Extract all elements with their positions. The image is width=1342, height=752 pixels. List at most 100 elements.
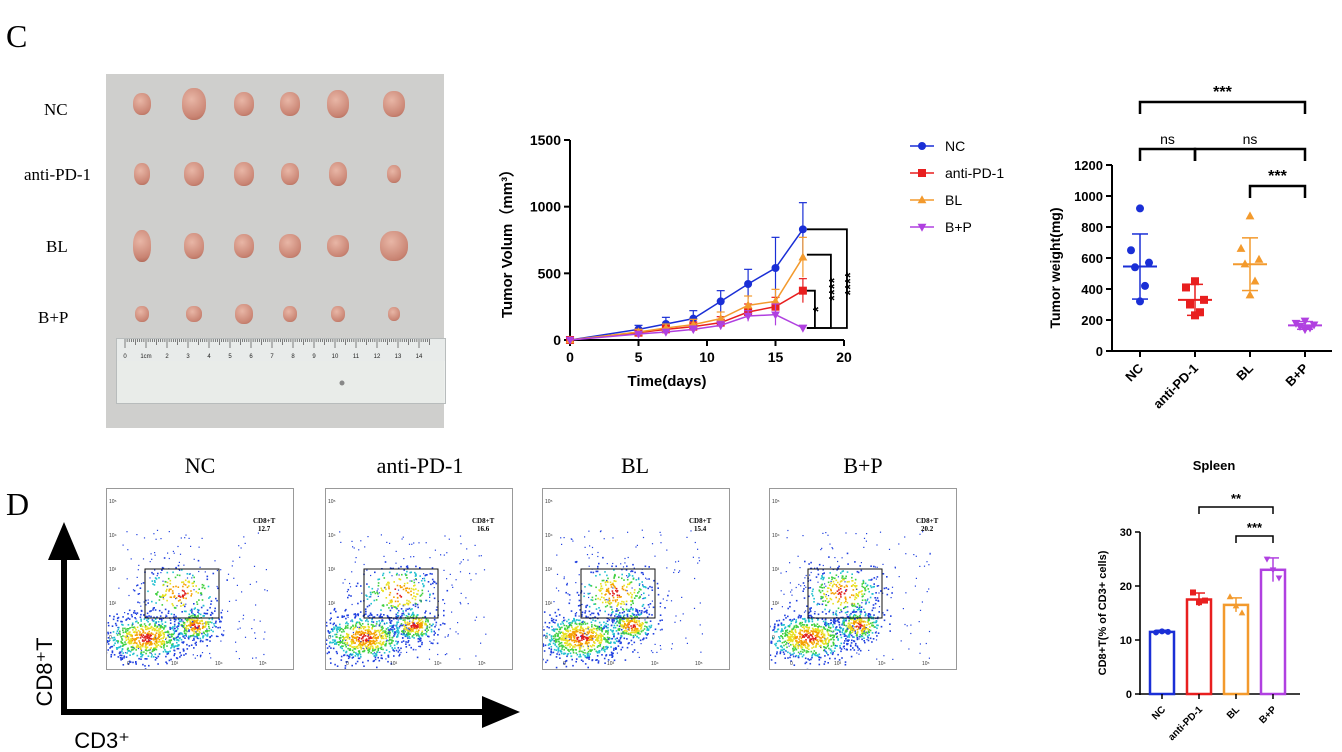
flow-event <box>605 631 607 633</box>
flow-event <box>572 664 574 667</box>
flow-event <box>607 640 609 643</box>
flow-event <box>564 627 566 630</box>
flow-event <box>418 638 421 641</box>
flow-event <box>165 614 167 616</box>
flow-event <box>211 621 213 624</box>
flow-event <box>836 635 839 638</box>
flow-event <box>163 628 165 630</box>
flow-event <box>618 628 621 630</box>
flow-event <box>616 590 619 592</box>
flow-event <box>621 573 623 576</box>
flow-event <box>193 589 195 591</box>
flow-event <box>210 634 213 637</box>
flow-event <box>117 626 119 629</box>
flow-event <box>151 580 154 582</box>
flow-event <box>393 628 396 630</box>
flow-event <box>153 580 156 582</box>
flow-event <box>199 620 201 622</box>
flow-event <box>593 644 595 647</box>
flow-event <box>184 618 187 620</box>
flow-event <box>830 645 833 647</box>
flow-event <box>416 593 419 596</box>
flow-event <box>397 605 399 608</box>
flow-event <box>380 646 383 649</box>
flow-event <box>158 636 160 638</box>
flow-event <box>811 653 814 656</box>
flow-event <box>373 649 375 652</box>
flow-event <box>129 650 132 653</box>
flow-event <box>425 618 428 621</box>
flow-event <box>393 596 395 598</box>
flow-event <box>565 637 567 640</box>
flow-event <box>424 612 426 614</box>
flow-event <box>204 626 206 628</box>
flow-event <box>632 563 634 566</box>
flow-event <box>170 613 173 615</box>
flow-event <box>406 651 408 653</box>
flow-event <box>416 603 419 606</box>
flow-event <box>606 563 608 565</box>
flow-event <box>348 638 351 640</box>
flow-event <box>122 624 124 626</box>
flow-x-tick-label: 10⁴ <box>651 661 659 667</box>
flow-event <box>583 636 586 638</box>
flow-event <box>195 632 197 634</box>
flow-event <box>173 627 176 630</box>
flow-event <box>171 590 174 592</box>
flow-event <box>155 638 157 640</box>
flow-event <box>361 626 364 628</box>
flow-event <box>257 532 259 534</box>
flow-event <box>607 623 609 626</box>
flow-event <box>791 653 793 656</box>
flow-event <box>833 635 835 638</box>
flow-event <box>354 626 356 629</box>
flow-event <box>399 594 401 597</box>
flow-event <box>619 637 622 639</box>
flow-event <box>416 616 418 619</box>
flow-event <box>146 633 148 636</box>
flow-event <box>571 648 573 650</box>
flow-event <box>355 662 357 665</box>
flow-event <box>407 608 409 610</box>
flow-event <box>396 642 399 644</box>
flow-event <box>408 600 410 602</box>
flow-event <box>844 661 847 663</box>
flow-event <box>811 618 814 621</box>
flow-event <box>355 637 357 639</box>
growth-point-bl <box>716 313 726 322</box>
flow-event <box>196 621 198 624</box>
flow-event <box>390 620 393 622</box>
flow-event <box>365 646 367 649</box>
growth-point-bl <box>743 300 753 309</box>
flow-event <box>379 614 382 617</box>
flow-event <box>181 625 183 627</box>
flow-event <box>437 653 439 656</box>
flow-title-anti-pd-1: anti-PD-1 <box>376 453 464 478</box>
flow-event <box>368 586 370 588</box>
flow-event <box>132 647 134 649</box>
flow-event <box>627 610 629 612</box>
flow-event <box>435 624 437 626</box>
flow-event <box>187 637 190 640</box>
flow-event <box>803 643 806 646</box>
flow-event <box>643 586 645 588</box>
flow-event <box>388 636 391 639</box>
flow-event <box>164 594 167 597</box>
flow-event <box>137 593 140 595</box>
flow-event <box>139 637 142 639</box>
flow-event <box>182 635 184 638</box>
flow-event <box>553 640 555 642</box>
flow-event <box>641 623 643 626</box>
flow-event <box>385 637 387 640</box>
flow-event <box>782 618 785 621</box>
flow-event <box>340 655 343 658</box>
flow-event <box>624 659 627 661</box>
flow-event <box>365 642 367 644</box>
flow-event <box>392 605 394 607</box>
flow-event <box>200 594 202 596</box>
flow-event <box>405 587 407 590</box>
flow-event <box>355 638 358 640</box>
flow-event <box>790 644 792 646</box>
flow-event <box>563 578 565 580</box>
